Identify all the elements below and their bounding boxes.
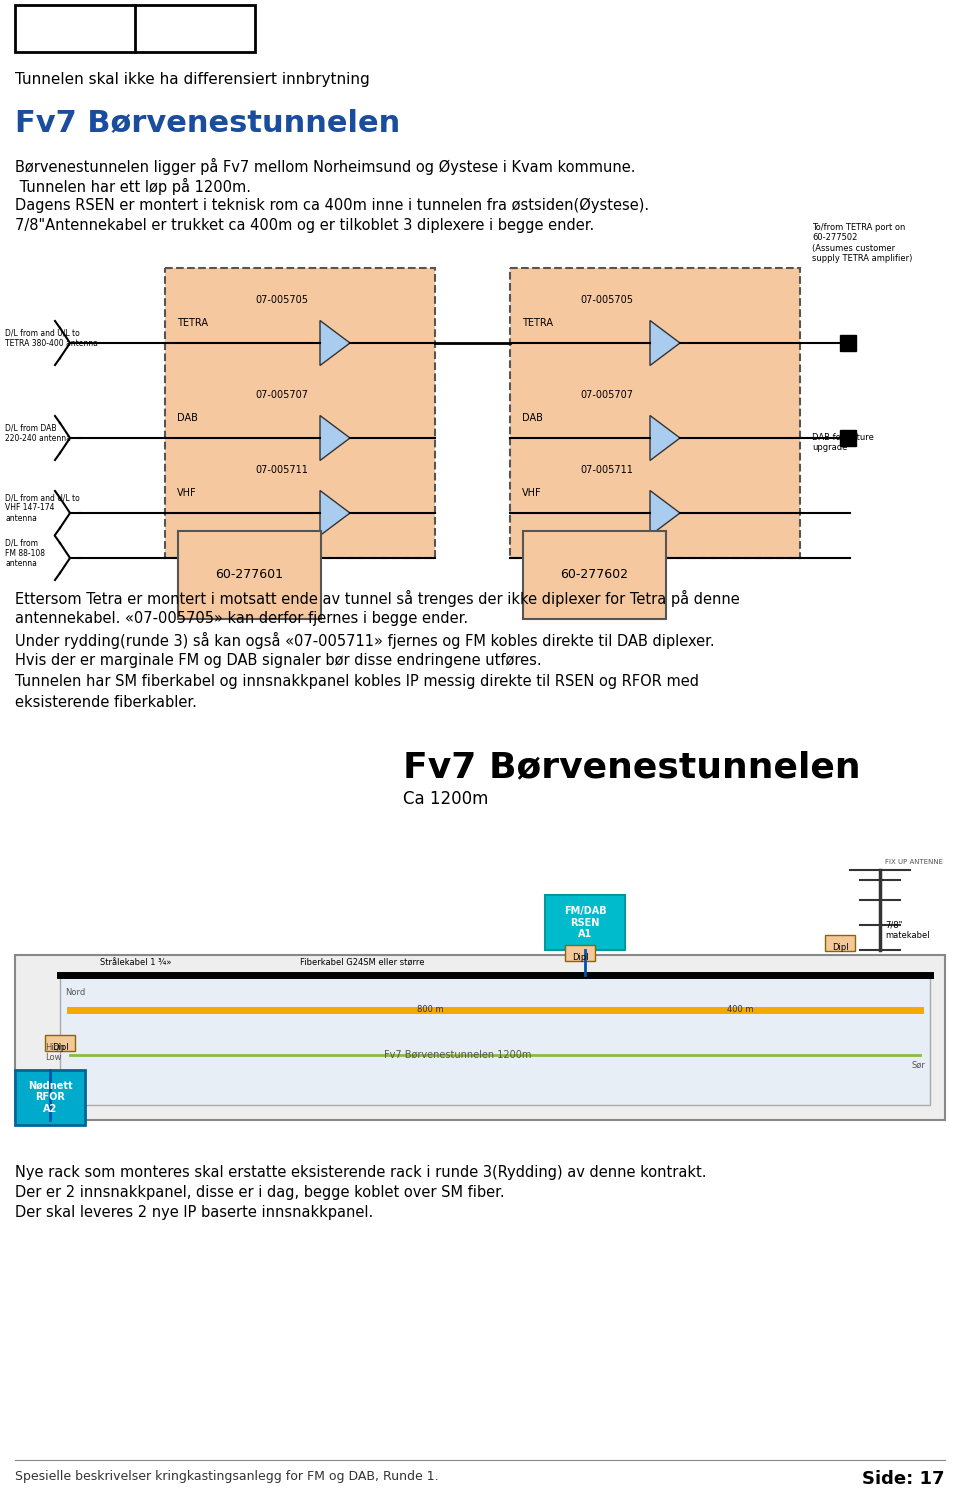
Polygon shape: [320, 491, 350, 535]
Bar: [510, 268, 800, 558]
Text: TETRA: TETRA: [177, 318, 208, 328]
Text: 7/8"Antennekabel er trukket ca 400m og er tilkoblet 3 diplexere i begge ender.: 7/8"Antennekabel er trukket ca 400m og e…: [15, 218, 594, 233]
Polygon shape: [320, 416, 350, 461]
Text: D/L from DAB
220-240 antenna: D/L from DAB 220-240 antenna: [5, 423, 71, 443]
Text: FIX UP ANTENNE: FIX UP ANTENNE: [885, 859, 943, 865]
Text: DAB: DAB: [177, 413, 198, 423]
Text: VHF: VHF: [177, 488, 197, 498]
Bar: [15, 4, 255, 52]
Text: eksisterende fiberkabler.: eksisterende fiberkabler.: [15, 695, 197, 710]
Text: Fiberkabel G24SM eller større: Fiberkabel G24SM eller større: [300, 959, 424, 968]
Bar: [840, 335, 856, 350]
Bar: [840, 429, 856, 446]
Text: 60-277602: 60-277602: [560, 568, 628, 581]
Text: 400 m: 400 m: [727, 1005, 754, 1014]
Text: D/L from and U/L to
VHF 147-174
antenna: D/L from and U/L to VHF 147-174 antenna: [5, 494, 80, 523]
Polygon shape: [320, 321, 350, 365]
Text: Side: 17: Side: 17: [862, 1470, 945, 1488]
Text: Nødnett
RFOR
A2: Nødnett RFOR A2: [28, 1081, 72, 1114]
Text: 07-005705: 07-005705: [580, 295, 633, 306]
Text: Der skal leveres 2 nye IP baserte innsnakkpanel.: Der skal leveres 2 nye IP baserte innsna…: [15, 1205, 373, 1220]
Text: Tunnelen har SM fiberkabel og innsnakkpanel kobles IP messig direkte til RSEN og: Tunnelen har SM fiberkabel og innsnakkpa…: [15, 674, 699, 689]
Text: Fv7 Børvenestunnelen 1200m: Fv7 Børvenestunnelen 1200m: [384, 1050, 532, 1060]
Polygon shape: [650, 416, 680, 461]
Text: D/L from and U/L to
TETRA 380-400 antenna: D/L from and U/L to TETRA 380-400 antenn…: [5, 328, 98, 347]
Text: Sør: Sør: [911, 1060, 925, 1069]
Text: 60-277601: 60-277601: [215, 568, 283, 581]
Bar: [15, 1071, 85, 1126]
Polygon shape: [650, 491, 680, 535]
Text: 07-005705: 07-005705: [255, 295, 308, 306]
Text: Fv7 Børvenestunnelen: Fv7 Børvenestunnelen: [15, 107, 400, 137]
Text: Fv7 Børvenestunnelen: Fv7 Børvenestunnelen: [403, 750, 861, 784]
Bar: [165, 268, 435, 558]
Text: 07-005711: 07-005711: [255, 465, 308, 476]
Text: Dipl: Dipl: [572, 953, 588, 962]
Text: Der er 2 innsnakkpanel, disse er i dag, begge koblet over SM fiber.: Der er 2 innsnakkpanel, disse er i dag, …: [15, 1185, 505, 1200]
Text: High: High: [45, 1044, 64, 1053]
Text: Ca 1200m: Ca 1200m: [403, 790, 489, 808]
Text: Hvis der er marginale FM og DAB signaler bør disse endringene utføres.: Hvis der er marginale FM og DAB signaler…: [15, 653, 541, 668]
Text: 7/8"
matekabel: 7/8" matekabel: [885, 920, 929, 939]
Bar: [60, 975, 930, 1105]
Text: 07-005711: 07-005711: [580, 465, 633, 476]
Text: Low: Low: [45, 1053, 61, 1062]
Text: Dagens RSEN er montert i teknisk rom ca 400m inne i tunnelen fra østsiden(Øystes: Dagens RSEN er montert i teknisk rom ca …: [15, 198, 649, 213]
Bar: [825, 935, 855, 951]
Text: Nord: Nord: [65, 989, 85, 997]
Text: FM/DAB
RSEN
A1: FM/DAB RSEN A1: [564, 907, 607, 939]
Text: Under rydding(runde 3) så kan også «07-005711» fjernes og FM kobles direkte til : Under rydding(runde 3) så kan også «07-0…: [15, 632, 714, 649]
Text: Strålekabel 1 ¾»: Strålekabel 1 ¾»: [100, 959, 172, 968]
Text: DAB for Future
upgrade: DAB for Future upgrade: [812, 432, 874, 452]
Text: 07-005707: 07-005707: [580, 391, 633, 400]
Text: Børvenestunnelen ligger på Fv7 mellom Norheimsund og Øystese i Kvam kommune.: Børvenestunnelen ligger på Fv7 mellom No…: [15, 158, 636, 174]
Text: 07-005707: 07-005707: [255, 391, 308, 400]
Bar: [15, 956, 945, 1120]
Text: Tunnelen skal ikke ha differensiert innbrytning: Tunnelen skal ikke ha differensiert innb…: [15, 72, 370, 86]
Bar: [45, 1035, 75, 1051]
Text: D/L from
FM 88-108
antenna: D/L from FM 88-108 antenna: [5, 538, 45, 568]
Text: Spesielle beskrivelser kringkastingsanlegg for FM og DAB, Runde 1.: Spesielle beskrivelser kringkastingsanle…: [15, 1470, 439, 1484]
Text: Ettersom Tetra er montert i motsatt ende av tunnel så trenges der ikke diplexer : Ettersom Tetra er montert i motsatt ende…: [15, 590, 740, 607]
Text: Nye rack som monteres skal erstatte eksisterende rack i runde 3(Rydding) av denn: Nye rack som monteres skal erstatte eksi…: [15, 1164, 707, 1179]
Text: antennekabel. «07-005705» kan derfor fjernes i begge ender.: antennekabel. «07-005705» kan derfor fje…: [15, 611, 468, 626]
Text: 800 m: 800 m: [417, 1005, 444, 1014]
Polygon shape: [650, 321, 680, 365]
Text: FM: FM: [522, 549, 536, 558]
Text: Dipl: Dipl: [52, 1044, 68, 1053]
Text: VHF: VHF: [522, 488, 541, 498]
Bar: [545, 895, 625, 950]
Text: Dipl: Dipl: [831, 942, 849, 951]
Text: DAB: DAB: [522, 413, 542, 423]
Text: To/from TETRA port on
60-277502
(Assumes customer
supply TETRA amplifier): To/from TETRA port on 60-277502 (Assumes…: [812, 222, 912, 262]
Text: TETRA: TETRA: [522, 318, 553, 328]
Text: Tunnelen har ett løp på 1200m.: Tunnelen har ett løp på 1200m.: [15, 177, 251, 195]
Bar: [565, 945, 595, 962]
Text: FM: FM: [177, 549, 191, 558]
